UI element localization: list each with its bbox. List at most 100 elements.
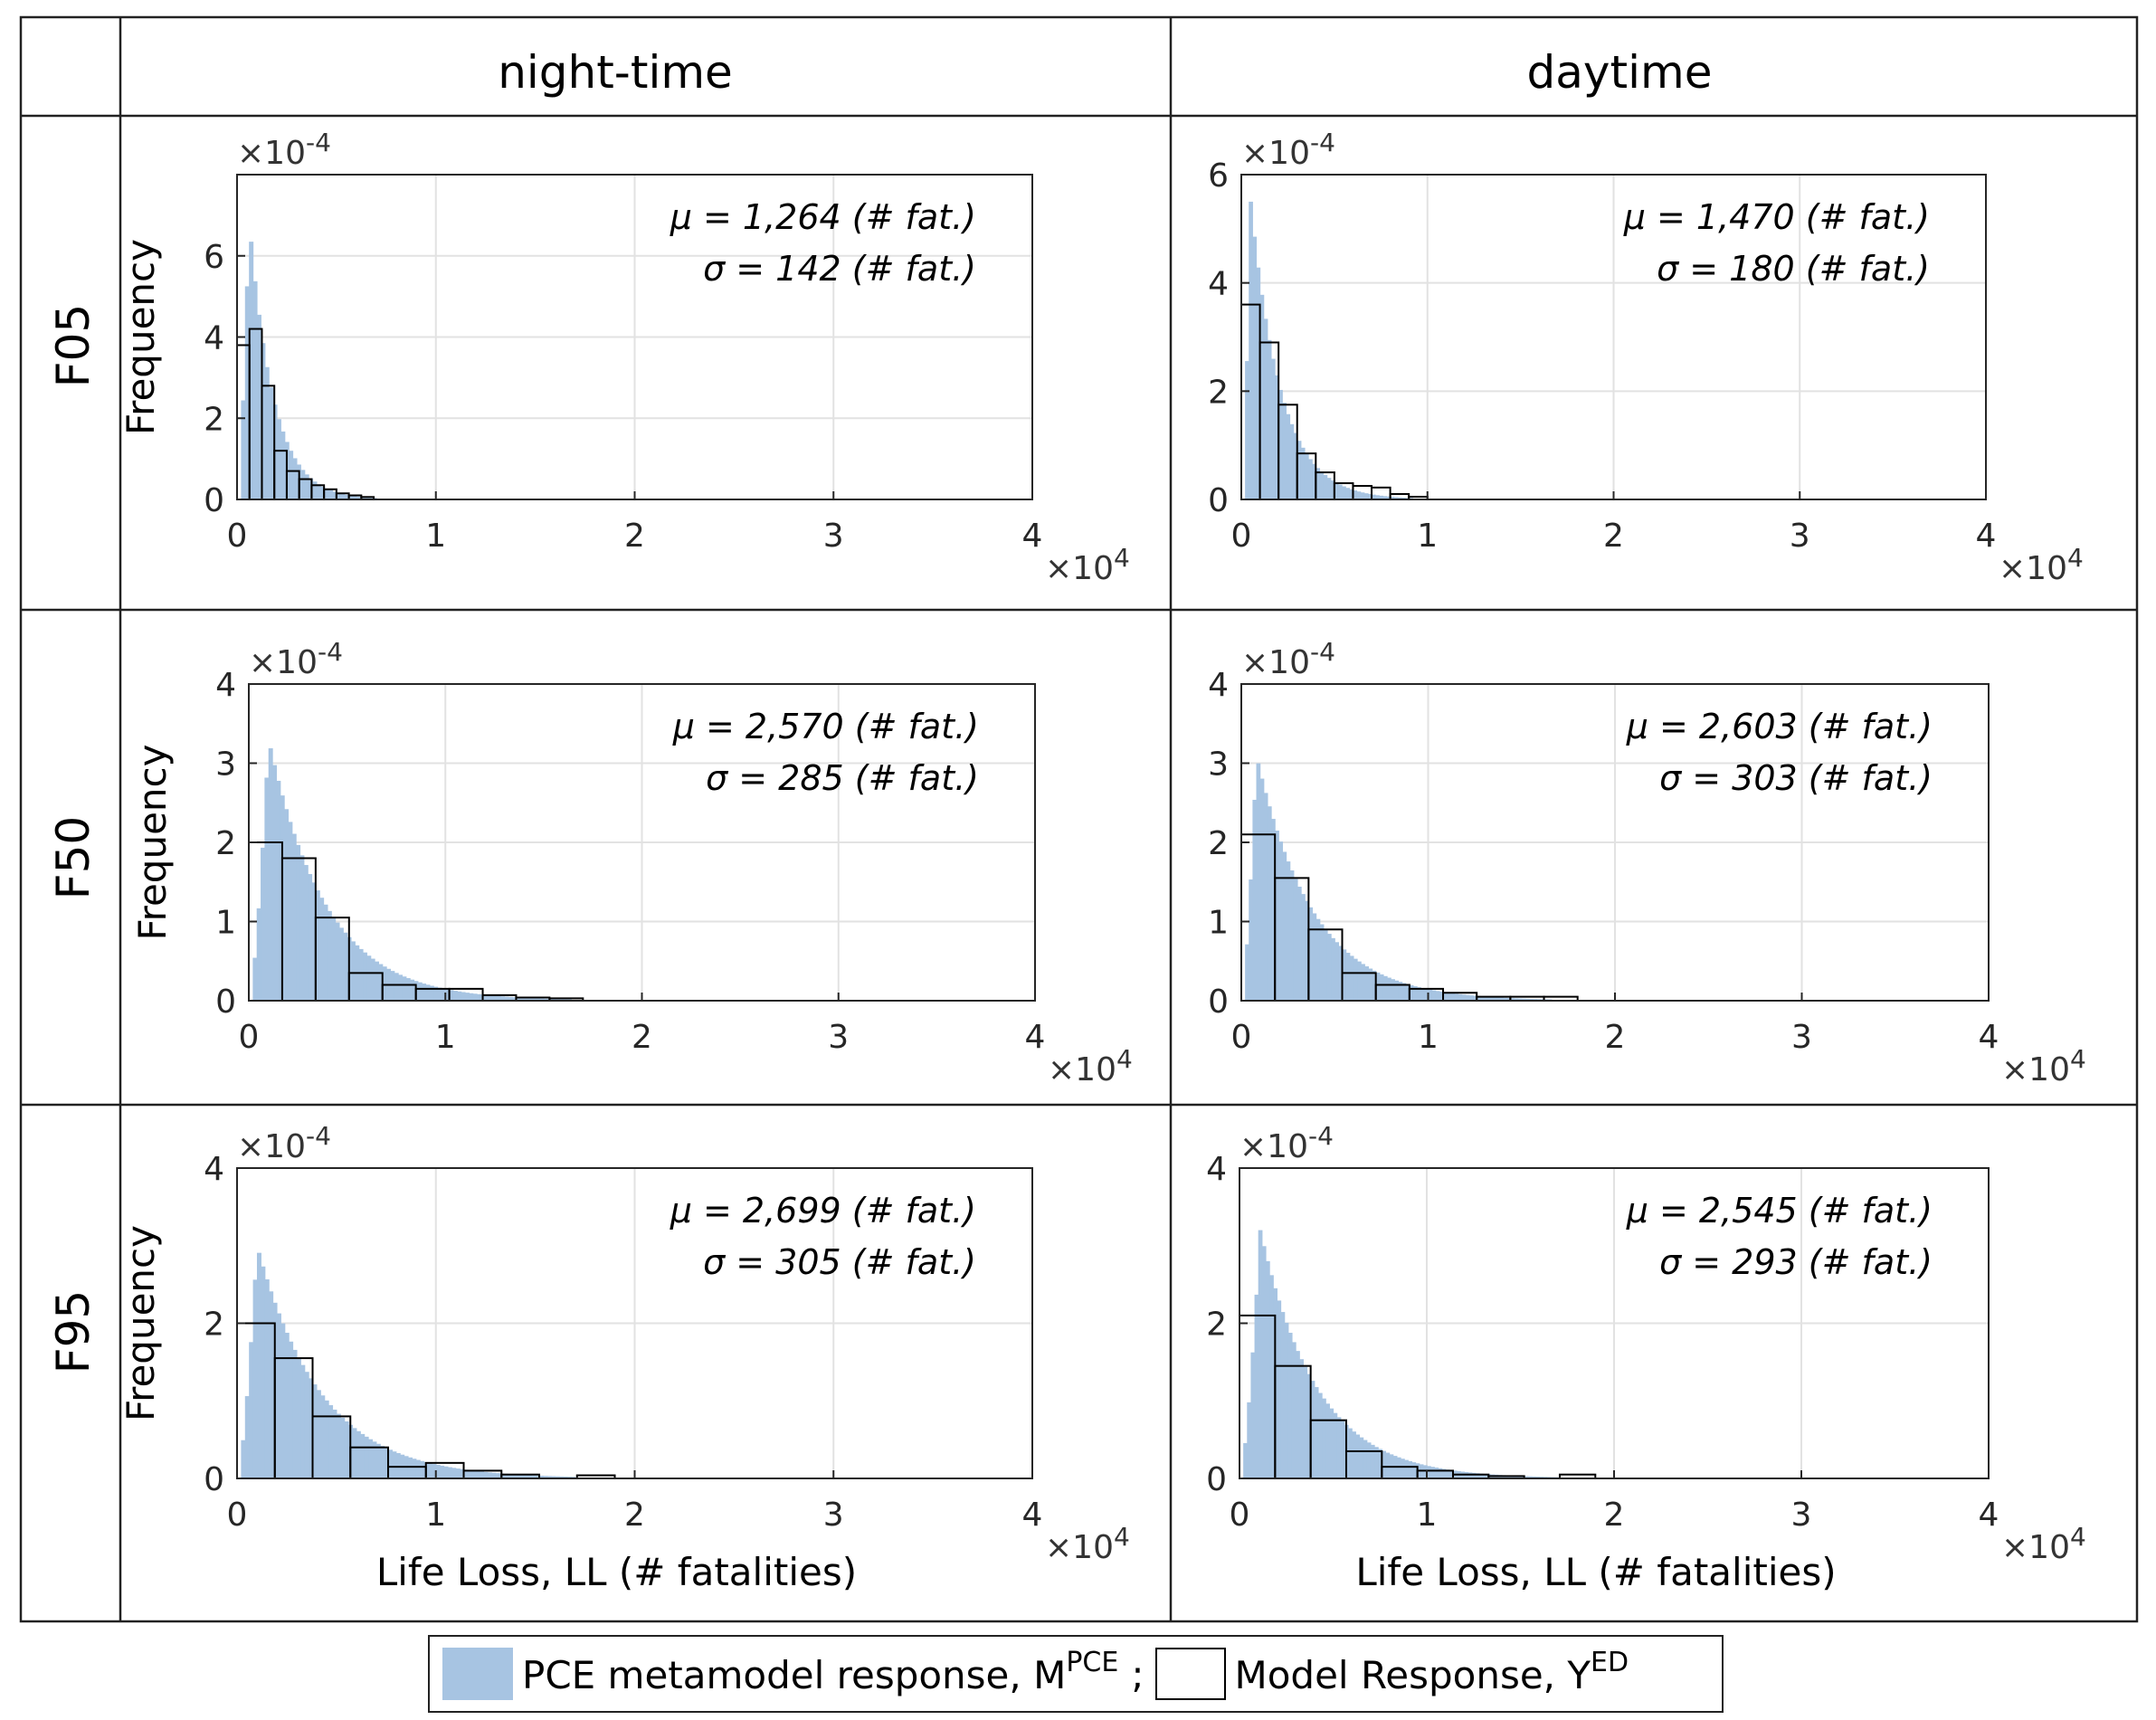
pce-bar xyxy=(1308,459,1313,499)
pce-bar xyxy=(425,984,431,1001)
y-tick-label: 4 xyxy=(1206,1151,1227,1188)
pce-bar xyxy=(261,847,265,1001)
pce-bar xyxy=(441,988,446,1001)
x-exponent-label: ×104 xyxy=(2001,1044,2086,1088)
pce-bar xyxy=(1349,489,1354,499)
x-tick-label: 1 xyxy=(1418,1019,1439,1056)
pce-bar xyxy=(1517,998,1523,1001)
pce-bar xyxy=(304,1372,309,1478)
pce-bar xyxy=(1385,1452,1391,1478)
pce-bar xyxy=(1396,1457,1401,1478)
pce-bar xyxy=(284,1333,290,1478)
pce-bar xyxy=(380,1446,385,1478)
pce-bar xyxy=(469,993,474,1001)
y-tick-label: 3 xyxy=(1208,746,1229,784)
pce-bar xyxy=(1326,478,1332,499)
pce-bar xyxy=(1521,998,1526,1001)
pce-bar xyxy=(264,777,270,1001)
pce-bar xyxy=(1247,1402,1252,1478)
pce-bar xyxy=(1445,1469,1450,1478)
pce-bar xyxy=(1356,491,1362,499)
x-tick-label: 2 xyxy=(624,518,645,555)
pce-bar xyxy=(1458,993,1463,1001)
pce-bar xyxy=(1357,961,1362,1001)
y-tick-label: 0 xyxy=(1208,482,1229,519)
pce-bar xyxy=(1477,995,1481,1001)
pce-bar xyxy=(1506,997,1511,1001)
pce-bar xyxy=(1382,496,1388,499)
pce-bar xyxy=(551,1476,556,1478)
pce-bar xyxy=(1278,841,1284,1001)
pce-bar xyxy=(264,1278,270,1478)
pce-bar xyxy=(1304,453,1309,499)
pce-bar xyxy=(1443,992,1448,1001)
pce-bar xyxy=(360,1433,366,1478)
pce-bar xyxy=(1495,997,1500,1001)
pce-bar xyxy=(316,1390,321,1478)
pce-bar xyxy=(1461,994,1467,1001)
pce-bar xyxy=(1259,294,1265,499)
pce-bar xyxy=(1468,995,1474,1001)
mean-annotation: μ = 2,699 (# fat.) xyxy=(670,1191,976,1231)
pce-bar xyxy=(1450,993,1456,1001)
pce-bar xyxy=(1363,1440,1368,1478)
pce-bar xyxy=(527,1475,532,1478)
pce-bar xyxy=(1267,339,1272,499)
pce-bar xyxy=(1487,996,1493,1001)
x-tick-label: 3 xyxy=(823,518,844,555)
pce-bar xyxy=(1465,994,1470,1001)
pce-bar xyxy=(1520,1476,1525,1478)
pce-bar xyxy=(1498,997,1504,1001)
pce-bar xyxy=(336,1413,341,1478)
pce-bar xyxy=(327,910,332,1001)
pce-bar xyxy=(328,489,334,499)
pce-bar xyxy=(332,491,337,499)
x-tick-label: 4 xyxy=(1025,1019,1046,1056)
pce-bar xyxy=(492,995,498,1001)
pce-bar xyxy=(252,1279,258,1478)
y-exponent-label: ×10-4 xyxy=(237,128,331,172)
pce-bar xyxy=(378,964,384,1001)
pce-bar xyxy=(1439,991,1444,1001)
pce-bar xyxy=(477,993,481,1001)
y-tick-label: 0 xyxy=(215,984,236,1021)
pce-bar xyxy=(1391,979,1395,1001)
pce-bar xyxy=(480,1471,485,1478)
y-tick-label: 1 xyxy=(215,905,236,942)
pce-bar xyxy=(340,493,346,499)
pce-bar xyxy=(1296,441,1302,499)
pce-bar xyxy=(427,1463,432,1478)
pce-bar xyxy=(304,474,309,499)
row-header-f95: F95 xyxy=(47,1290,100,1373)
pce-bar xyxy=(1342,486,1346,499)
pce-bar xyxy=(296,1357,301,1478)
pce-bar xyxy=(1484,996,1489,1001)
pce-bar xyxy=(1349,955,1354,1001)
pce-bar xyxy=(1310,1381,1315,1478)
pce-bar xyxy=(382,966,387,1001)
pce-bar xyxy=(1286,413,1291,499)
std-annotation: σ = 285 (# fat.) xyxy=(706,758,979,798)
pce-bar xyxy=(558,1476,564,1478)
pce-bar xyxy=(1361,964,1365,1001)
y-tick-label: 1 xyxy=(1208,905,1229,942)
pce-bar xyxy=(319,898,325,1001)
pce-bar xyxy=(507,1474,512,1478)
pce-bar xyxy=(289,451,294,499)
y-exponent-label: ×10-4 xyxy=(1241,128,1335,172)
pce-bar xyxy=(289,1341,294,1478)
pce-bar xyxy=(1401,1459,1405,1478)
pce-bar xyxy=(398,974,404,1001)
pce-bar xyxy=(484,994,489,1001)
table-lines xyxy=(19,15,2139,1623)
pce-bar xyxy=(1448,1469,1454,1478)
pce-bar xyxy=(1397,497,1402,499)
pce-bar xyxy=(1471,1472,1477,1478)
pce-bar xyxy=(1524,1476,1529,1478)
pce-bar xyxy=(524,997,529,1001)
pce-bar xyxy=(449,990,454,1001)
mean-annotation: μ = 1,264 (# fat.) xyxy=(670,197,976,237)
pce-bar xyxy=(1265,1260,1270,1478)
pce-bar xyxy=(311,882,317,1001)
pce-bar xyxy=(1386,496,1391,499)
